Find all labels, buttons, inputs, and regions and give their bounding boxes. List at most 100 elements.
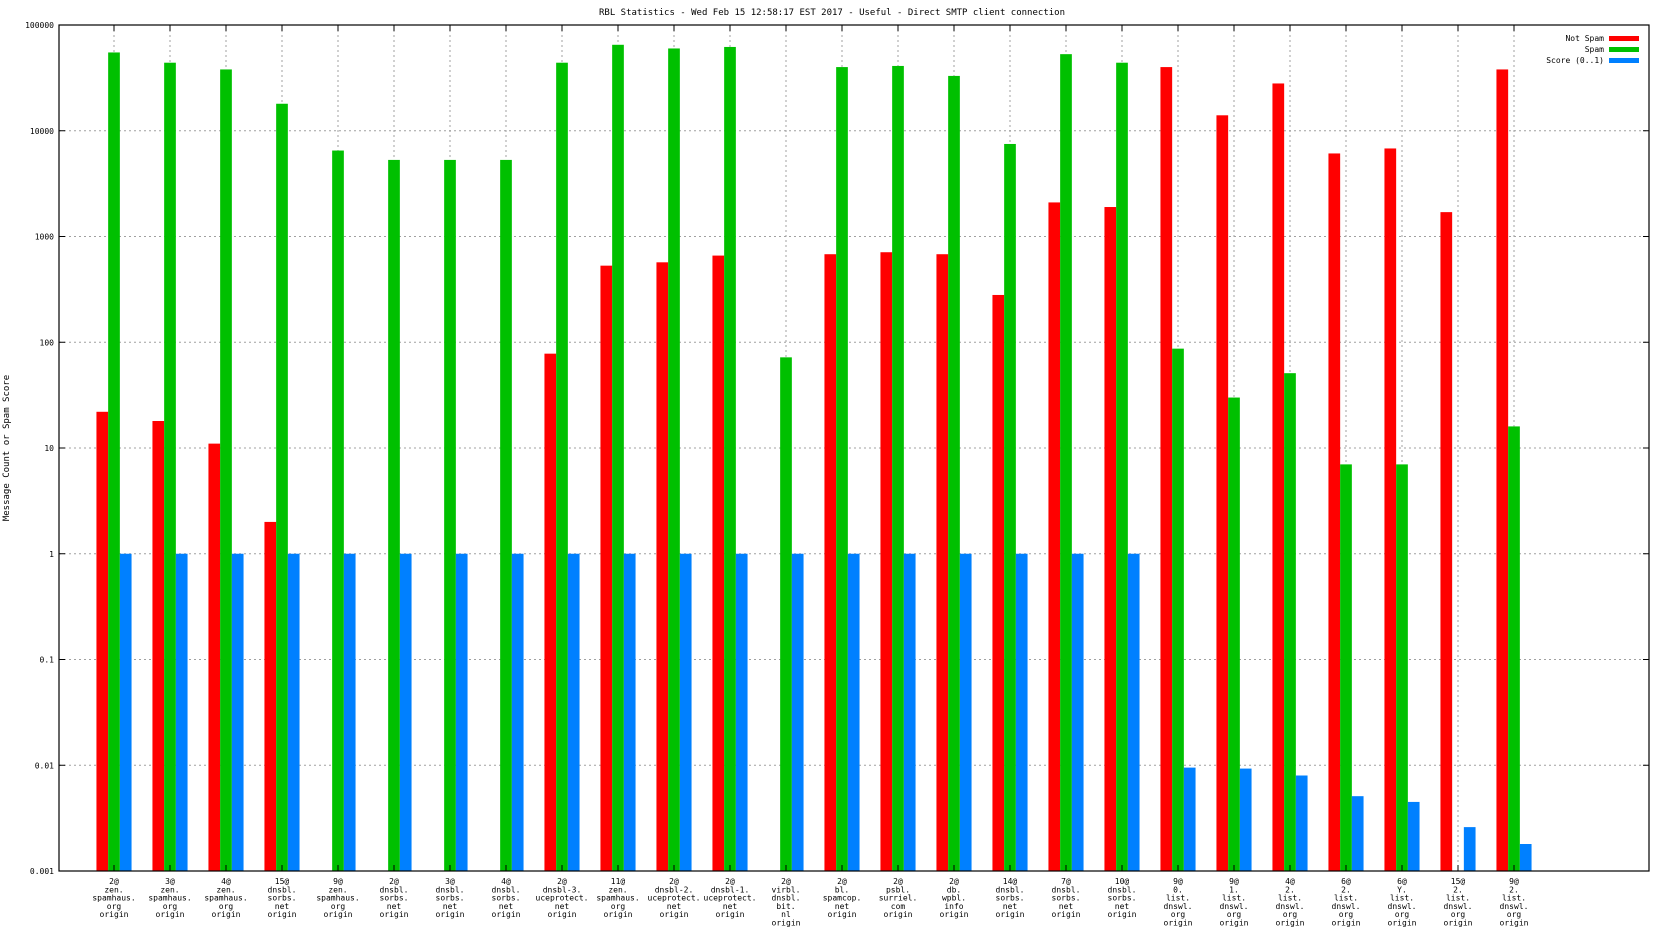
x-tick-label: list.	[1166, 894, 1190, 903]
x-tick-label: org	[1395, 910, 1410, 919]
y-tick-label: 100	[40, 338, 55, 347]
x-tick-label: 2@	[781, 877, 791, 886]
x-tick-label: sorbs.	[492, 894, 521, 903]
x-tick-label: origin	[604, 910, 633, 919]
x-tick-label: zen.	[160, 885, 179, 894]
x-tick-label: bit.	[776, 902, 795, 911]
bar-score	[903, 553, 916, 871]
bar-spam	[1228, 397, 1240, 871]
x-tick-label: 3@	[165, 877, 175, 886]
x-tick-label: spamhaus.	[316, 894, 359, 903]
bar-spam	[1116, 62, 1128, 871]
plot-frame	[58, 24, 1650, 872]
x-tick-label: zen.	[328, 885, 347, 894]
x-tick-label: dnsbl.	[268, 885, 297, 894]
bar-score	[175, 553, 188, 871]
bar-spam	[612, 44, 624, 871]
x-tick-label: origin	[1276, 919, 1305, 928]
x-tick-label: origin	[1500, 919, 1529, 928]
x-tick-label: origin	[100, 910, 129, 919]
x-tick-label: net	[1115, 902, 1130, 911]
x-tick-label: dnswl.	[1388, 902, 1417, 911]
x-tick-label: 2@	[109, 877, 119, 886]
x-tick-label: origin	[1444, 919, 1473, 928]
x-tick-label: 2@	[949, 877, 959, 886]
x-tick-label: origin	[1388, 919, 1417, 928]
legend-label: Not Spam	[1565, 34, 1604, 43]
x-tick-label: 14@	[1003, 877, 1018, 886]
x-tick-label: bl.	[835, 885, 849, 894]
bar-score	[679, 553, 692, 871]
bar-spam	[948, 75, 960, 871]
bar-score	[1127, 553, 1140, 871]
bar-spam	[1396, 464, 1408, 871]
x-tick-label: net	[443, 902, 458, 911]
bar-score	[399, 553, 412, 871]
x-tick-label: spamhaus.	[596, 894, 639, 903]
bars	[96, 44, 1532, 872]
bar-score	[1463, 827, 1476, 871]
x-tick-label: origin	[156, 910, 185, 919]
x-tick-label: org	[163, 902, 178, 911]
x-tick-label: 0.	[1173, 885, 1183, 894]
x-tick-label: origin	[1164, 919, 1193, 928]
x-tick-label: 2@	[389, 877, 399, 886]
bar-score	[1295, 775, 1308, 871]
x-tick-label: dnswl.	[1332, 902, 1361, 911]
legend-label: Spam	[1585, 45, 1604, 54]
bar-score	[119, 553, 132, 871]
x-tick-label: dnsbl.	[436, 885, 465, 894]
x-tick-label: list.	[1278, 894, 1302, 903]
bar-score	[623, 553, 636, 871]
x-tick-label: uceprotect.	[704, 894, 757, 903]
x-tick-label: dnswl.	[1220, 902, 1249, 911]
x-tick-label: net	[723, 902, 738, 911]
x-tick-label: 4@	[1285, 877, 1295, 886]
bar-spam	[1340, 464, 1352, 871]
bar-score	[791, 553, 804, 871]
x-tick-label: dnswl.	[1500, 902, 1529, 911]
bar-spam	[836, 67, 848, 871]
x-tick-label: origin	[268, 910, 297, 919]
x-tick-label: info	[944, 902, 963, 911]
x-tick-label: list.	[1390, 894, 1414, 903]
x-tick-label: org	[1339, 910, 1354, 919]
x-tick-label: nl	[781, 910, 791, 919]
bar-score	[287, 553, 300, 871]
bar-not-spam	[880, 252, 893, 871]
bar-not-spam	[208, 443, 221, 871]
x-tick-label: net	[667, 902, 682, 911]
x-tick-label: origin	[380, 910, 409, 919]
x-tick-label: 4@	[221, 877, 231, 886]
x-tick-label: dnsbl.	[996, 885, 1025, 894]
x-tick-label: 9@	[1509, 877, 1519, 886]
x-tick-label: dnsbl.	[380, 885, 409, 894]
bar-score	[735, 553, 748, 871]
x-tick-label: origin	[436, 910, 465, 919]
y-axis-label: Message Count or Spam Score	[2, 375, 12, 521]
bar-not-spam	[1384, 148, 1397, 872]
x-tick-label: sorbs.	[380, 894, 409, 903]
bar-spam	[164, 62, 176, 871]
x-tick-label: 9@	[333, 877, 343, 886]
x-tick-label: virbl.	[772, 885, 801, 894]
bar-spam	[780, 357, 792, 871]
bar-not-spam	[600, 265, 613, 871]
bar-score	[511, 553, 524, 871]
x-tick-label: 2.	[1285, 885, 1295, 894]
x-tick-label: 15@	[1451, 877, 1466, 886]
x-tick-label: spamcop.	[823, 894, 862, 903]
bar-not-spam	[824, 254, 837, 872]
bar-score	[343, 553, 356, 871]
bar-not-spam	[1216, 115, 1229, 872]
x-tick-label: dnswl.	[1276, 902, 1305, 911]
bar-score	[1407, 801, 1420, 871]
x-tick-label: 6@	[1341, 877, 1351, 886]
x-tick-label: 11@	[611, 877, 626, 886]
x-tick-label: origin	[996, 910, 1025, 919]
x-tick-label: org	[1507, 910, 1522, 919]
chart-title: RBL Statistics - Wed Feb 15 12:58:17 EST…	[599, 8, 1065, 18]
x-tick-label: 7@	[1061, 877, 1071, 886]
x-tick-label: dnswl.	[1164, 902, 1193, 911]
